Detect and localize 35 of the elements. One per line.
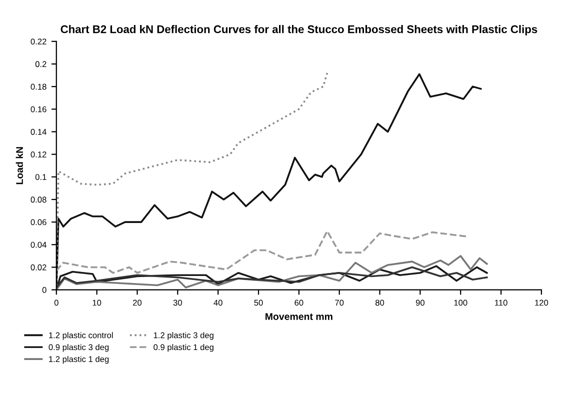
line-series	[56, 72, 328, 290]
y-tick-label: 0.02	[30, 264, 46, 270]
chart-title: Chart B2 Load kN Deflection Curves for all the Stucco Embossed Sheets with Plastic Clips	[60, 25, 538, 36]
y-tick-label: 0.2	[35, 61, 46, 68]
legend-label: 1.2 plastic 1 deg	[49, 356, 109, 364]
y-tick-label: 0.08	[30, 196, 46, 203]
y-tick-label: 0.14	[30, 128, 46, 135]
x-tick-label: 40	[214, 300, 222, 306]
y-tick-label: 0.16	[30, 106, 46, 112]
x-tick-label: 110	[495, 300, 508, 306]
line-series	[56, 255, 488, 290]
x-tick-label: 80	[375, 300, 384, 306]
y-axis-title: Load kN	[16, 147, 23, 184]
x-tick-label: 60	[294, 300, 304, 306]
x-tick-label: 20	[133, 300, 142, 306]
x-tick-label: 100	[454, 300, 468, 306]
x-tick-label: 70	[335, 300, 344, 306]
x-tick-label: 90	[416, 300, 424, 306]
y-tick-label: 0.04	[30, 242, 46, 248]
x-tick-label: 0	[54, 300, 58, 306]
y-tick-label: 0.22	[30, 38, 46, 44]
x-tick-label: 30	[173, 300, 182, 306]
legend-label: 1.2 plastic control	[49, 332, 113, 340]
y-tick-label: 0.1	[35, 174, 46, 180]
x-tick-label: 50	[254, 300, 263, 306]
legend-label: 1.2 plastic 3 deg	[154, 332, 214, 340]
x-tick-label: 120	[535, 300, 548, 306]
legend-label: 0.9 plastic 1 deg	[154, 344, 214, 352]
y-tick-label: 0	[42, 287, 46, 293]
y-tick-label: 0.12	[30, 152, 46, 158]
legend-label: 0.9 plastic 3 deg	[48, 344, 109, 352]
x-tick-label: 10	[92, 300, 102, 306]
y-tick-label: 0.18	[30, 84, 46, 90]
x-axis-title: Movement mm	[266, 313, 332, 320]
y-tick-label: 0.06	[30, 219, 46, 226]
